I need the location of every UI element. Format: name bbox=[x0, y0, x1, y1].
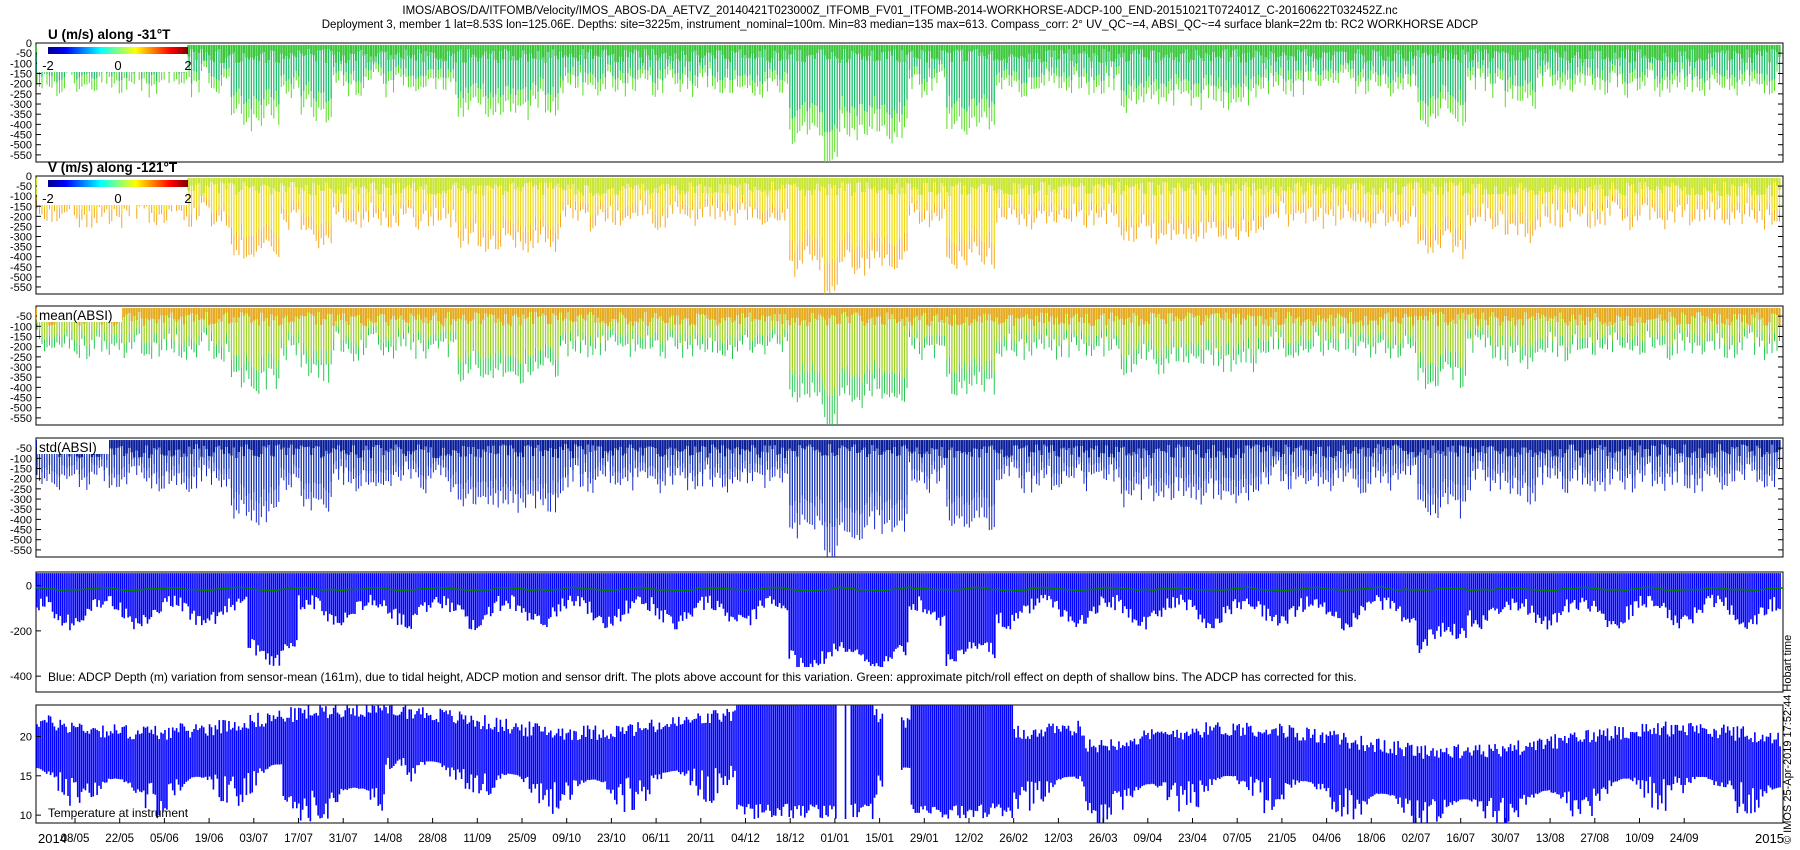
y-tick-label: 0 bbox=[26, 38, 32, 50]
profile-panel-3: -50-100-150-200-250-300-350-400-450-500-… bbox=[10, 305, 1784, 426]
y-tick-label: -250 bbox=[10, 221, 32, 233]
y-tick-label: -300 bbox=[10, 99, 32, 111]
profile-panel-1: 0-50-100-150-200-250-300-350-400-450-500… bbox=[10, 27, 1784, 163]
y-tick-label: -50 bbox=[16, 181, 32, 193]
colorbar-max-label: 2 bbox=[184, 191, 191, 206]
panel-label: U (m/s) along -31°T bbox=[48, 27, 171, 42]
deployment-info: Deployment 3, member 1 lat=8.53S lon=125… bbox=[321, 19, 1479, 31]
colorbar-min-label: -2 bbox=[42, 191, 54, 206]
y-tick-label: -550 bbox=[10, 282, 32, 294]
colorbar bbox=[48, 180, 188, 187]
y-tick-label: -50 bbox=[16, 48, 32, 60]
y-tick-label: -150 bbox=[10, 69, 32, 81]
colorbar-mid-label: 0 bbox=[114, 191, 121, 206]
figure-header: IMOS/ABOS/DA/ITFOMB/Velocity/IMOS_ABOS-D… bbox=[0, 4, 1800, 32]
file-path-title: IMOS/ABOS/DA/ITFOMB/Velocity/IMOS_ABOS-D… bbox=[402, 5, 1398, 17]
y-tick-label: -450 bbox=[10, 262, 32, 274]
panel-label: V (m/s) along -121°T bbox=[48, 160, 178, 175]
y-tick-label: -350 bbox=[10, 109, 32, 121]
y-tick-label: -200 bbox=[10, 79, 32, 91]
y-tick-label: -550 bbox=[10, 150, 32, 162]
y-tick-label: -350 bbox=[10, 242, 32, 254]
colorbar-min-label: -2 bbox=[42, 58, 54, 73]
profile-panel-2: 0-50-100-150-200-250-300-350-400-450-500… bbox=[10, 160, 1784, 295]
y-tick-label: 0 bbox=[26, 171, 32, 183]
y-tick-label: -100 bbox=[10, 58, 32, 70]
colorbar bbox=[48, 47, 188, 54]
y-tick-label: -250 bbox=[10, 89, 32, 101]
y-tick-label: -200 bbox=[10, 211, 32, 223]
y-tick-label: -500 bbox=[10, 140, 32, 152]
colorbar-max-label: 2 bbox=[184, 58, 191, 73]
y-tick-label: -100 bbox=[10, 191, 32, 203]
colorbar-mid-label: 0 bbox=[114, 58, 121, 73]
y-tick-label: -150 bbox=[10, 201, 32, 213]
y-tick-label: -400 bbox=[10, 252, 32, 264]
y-tick-label: -450 bbox=[10, 130, 32, 142]
y-tick-label: -500 bbox=[10, 272, 32, 284]
y-tick-label: -400 bbox=[10, 119, 32, 131]
y-tick-label: -300 bbox=[10, 232, 32, 244]
